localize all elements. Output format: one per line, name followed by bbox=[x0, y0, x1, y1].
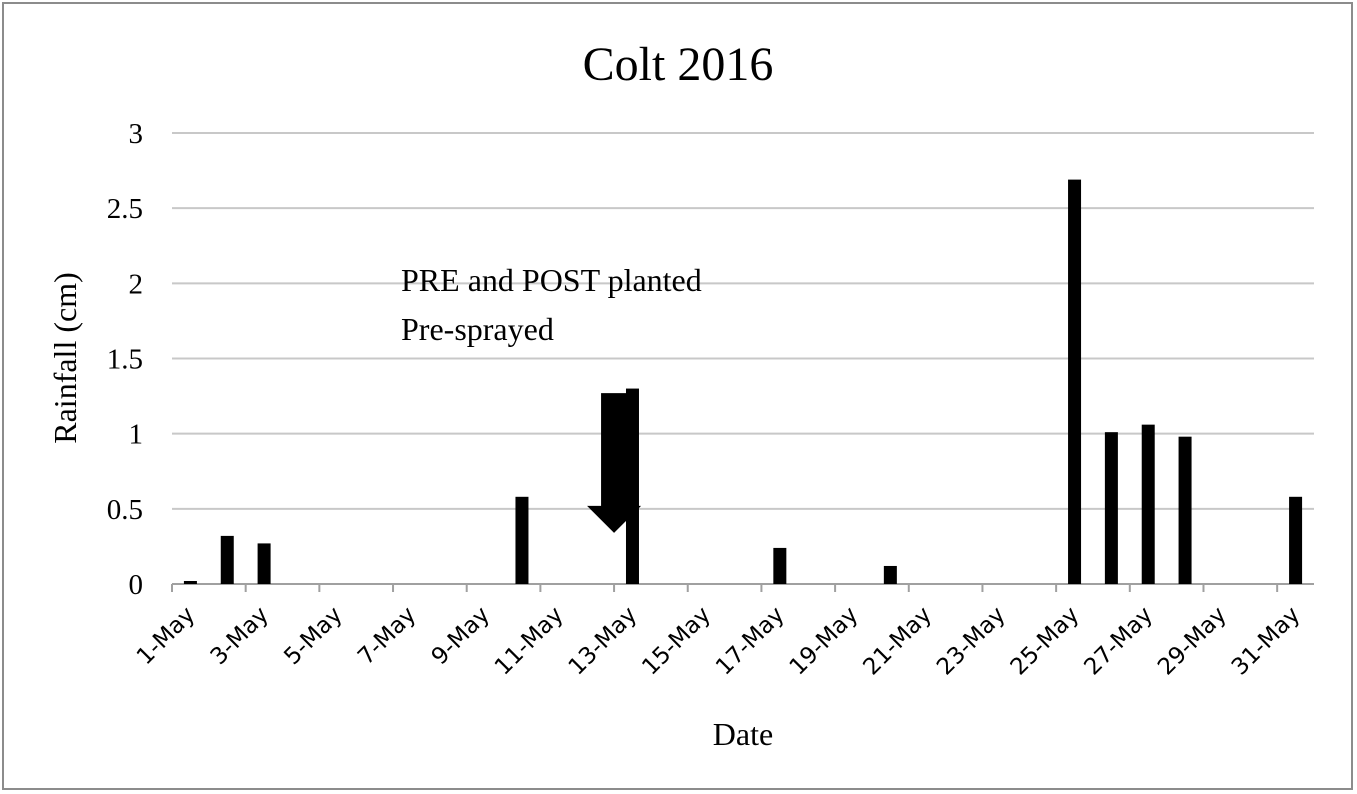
x-tick-label: 11-May bbox=[490, 602, 569, 681]
y-tick-label: 0 bbox=[129, 569, 144, 601]
y-tick-label: 0.5 bbox=[107, 494, 143, 526]
bar bbox=[1289, 496, 1303, 584]
bar bbox=[1141, 424, 1155, 584]
x-tick-label: 21-May bbox=[858, 602, 937, 681]
x-tick-label: 17-May bbox=[711, 602, 790, 681]
x-tick-label: 9-May bbox=[427, 602, 495, 670]
bar bbox=[183, 580, 197, 584]
grid-lines bbox=[171, 132, 1314, 592]
y-axis-title: Rainfall (cm) bbox=[47, 272, 83, 443]
bar bbox=[220, 535, 234, 584]
bar bbox=[1104, 432, 1118, 584]
x-tick-label: 3-May bbox=[206, 602, 274, 670]
bar bbox=[1068, 179, 1082, 584]
x-tick-label: 13-May bbox=[564, 602, 643, 681]
arrow-down-icon bbox=[587, 393, 642, 533]
y-tick-label: 3 bbox=[129, 118, 144, 150]
y-tick-labels: 0 0.5 1 1.5 2 2.5 3 bbox=[107, 118, 143, 601]
annotation-line-1: PRE and POST planted bbox=[401, 262, 702, 298]
x-tick-label: 23-May bbox=[932, 602, 1011, 681]
x-tick-label: 5-May bbox=[279, 602, 347, 670]
x-tick-label: 19-May bbox=[785, 602, 864, 681]
x-tick-label: 27-May bbox=[1079, 602, 1158, 681]
y-tick-label: 1.5 bbox=[107, 344, 143, 376]
bar bbox=[625, 388, 639, 584]
x-tick-label: 7-May bbox=[353, 602, 421, 670]
bar bbox=[883, 565, 897, 584]
bar bbox=[1178, 436, 1192, 584]
bar bbox=[773, 547, 787, 584]
annotation-line-2: Pre-sprayed bbox=[401, 311, 554, 347]
x-tick-label: 31-May bbox=[1227, 602, 1306, 681]
x-tick-labels: 1-May 3-May 5-May 7-May 9-May11-May13-May15-… bbox=[132, 602, 1305, 681]
y-tick-label: 2.5 bbox=[107, 193, 143, 225]
y-tick-label: 1 bbox=[129, 419, 144, 451]
x-tick-label: 1-May bbox=[132, 602, 200, 670]
x-tick-label: 29-May bbox=[1153, 602, 1232, 681]
chart-title: Colt 2016 bbox=[583, 38, 774, 91]
bar bbox=[515, 496, 529, 584]
x-tick-label: 15-May bbox=[637, 602, 716, 681]
bar bbox=[257, 543, 271, 584]
x-tick-label: 25-May bbox=[1006, 602, 1085, 681]
bars bbox=[183, 179, 1303, 584]
y-tick-label: 2 bbox=[129, 268, 144, 300]
x-axis-title: Date bbox=[713, 716, 773, 752]
